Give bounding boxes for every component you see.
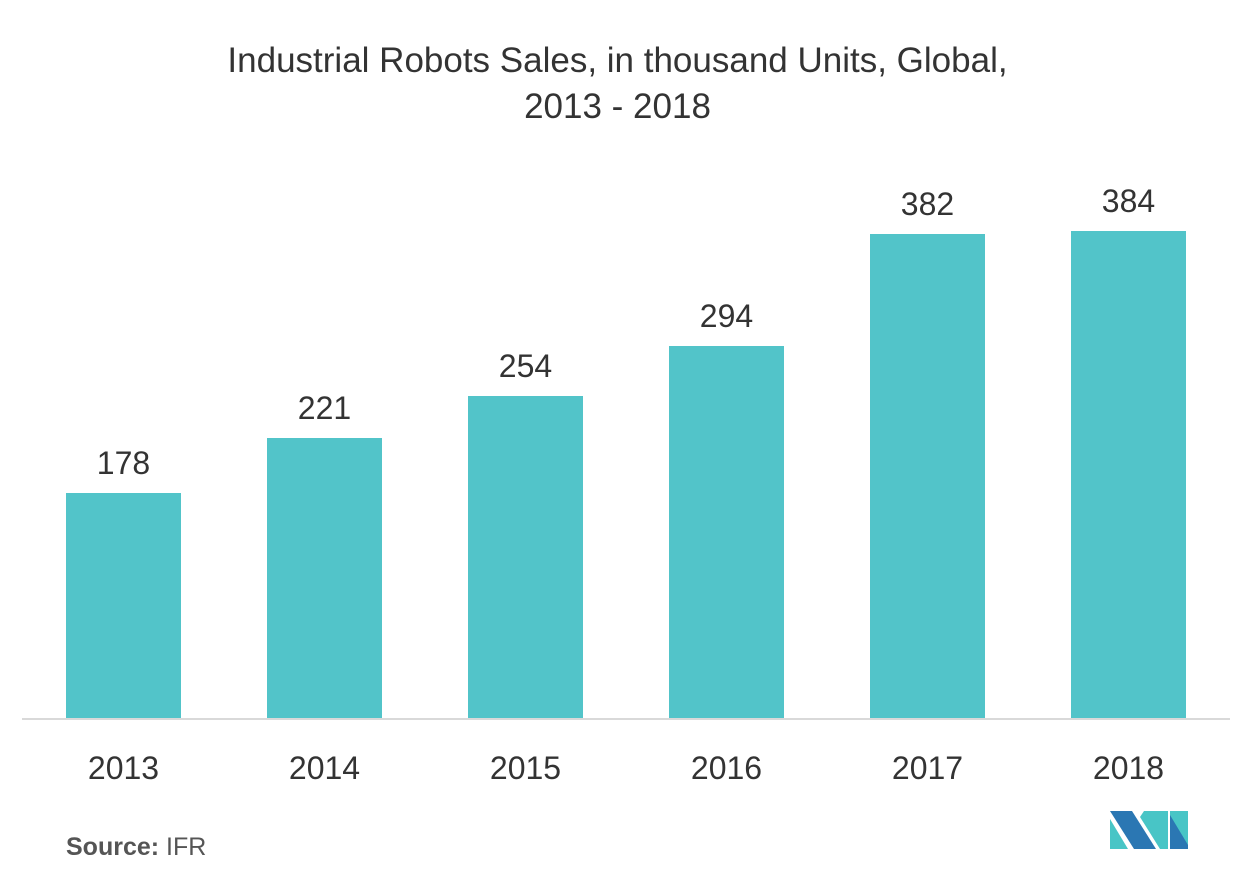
chart-title: Industrial Robots Sales, in thousand Uni… [0,38,1235,130]
company-logo-icon [1110,811,1188,849]
bar-2015 [468,396,583,719]
bar-2014 [267,438,382,719]
chart-title-line-2: 2013 - 2018 [524,87,711,126]
bar-2017 [870,234,985,719]
x-tick-label-2014: 2014 [288,750,361,786]
x-tick-label-2016: 2016 [690,750,763,786]
x-tick-label-2018: 2018 [1092,750,1165,786]
source-label: Source: [66,833,160,861]
data-label-2014: 221 [297,390,352,426]
x-axis-line [22,718,1230,720]
bar-2018 [1071,231,1186,719]
source-value: IFR [166,833,207,861]
x-tick-label-2017: 2017 [891,750,964,786]
x-tick-label-2015: 2015 [489,750,562,786]
chart-title-line-1: Industrial Robots Sales, in thousand Uni… [227,41,1008,80]
data-label-2016: 294 [699,298,754,334]
data-label-2013: 178 [96,445,151,481]
x-tick-label-2013: 2013 [87,750,160,786]
bar-2016 [669,346,784,719]
data-label-2018: 384 [1101,183,1156,219]
data-label-2015: 254 [498,348,553,384]
bar-2013 [66,493,181,719]
data-label-2017: 382 [900,186,955,222]
source-note: Source: IFR [66,833,206,862]
